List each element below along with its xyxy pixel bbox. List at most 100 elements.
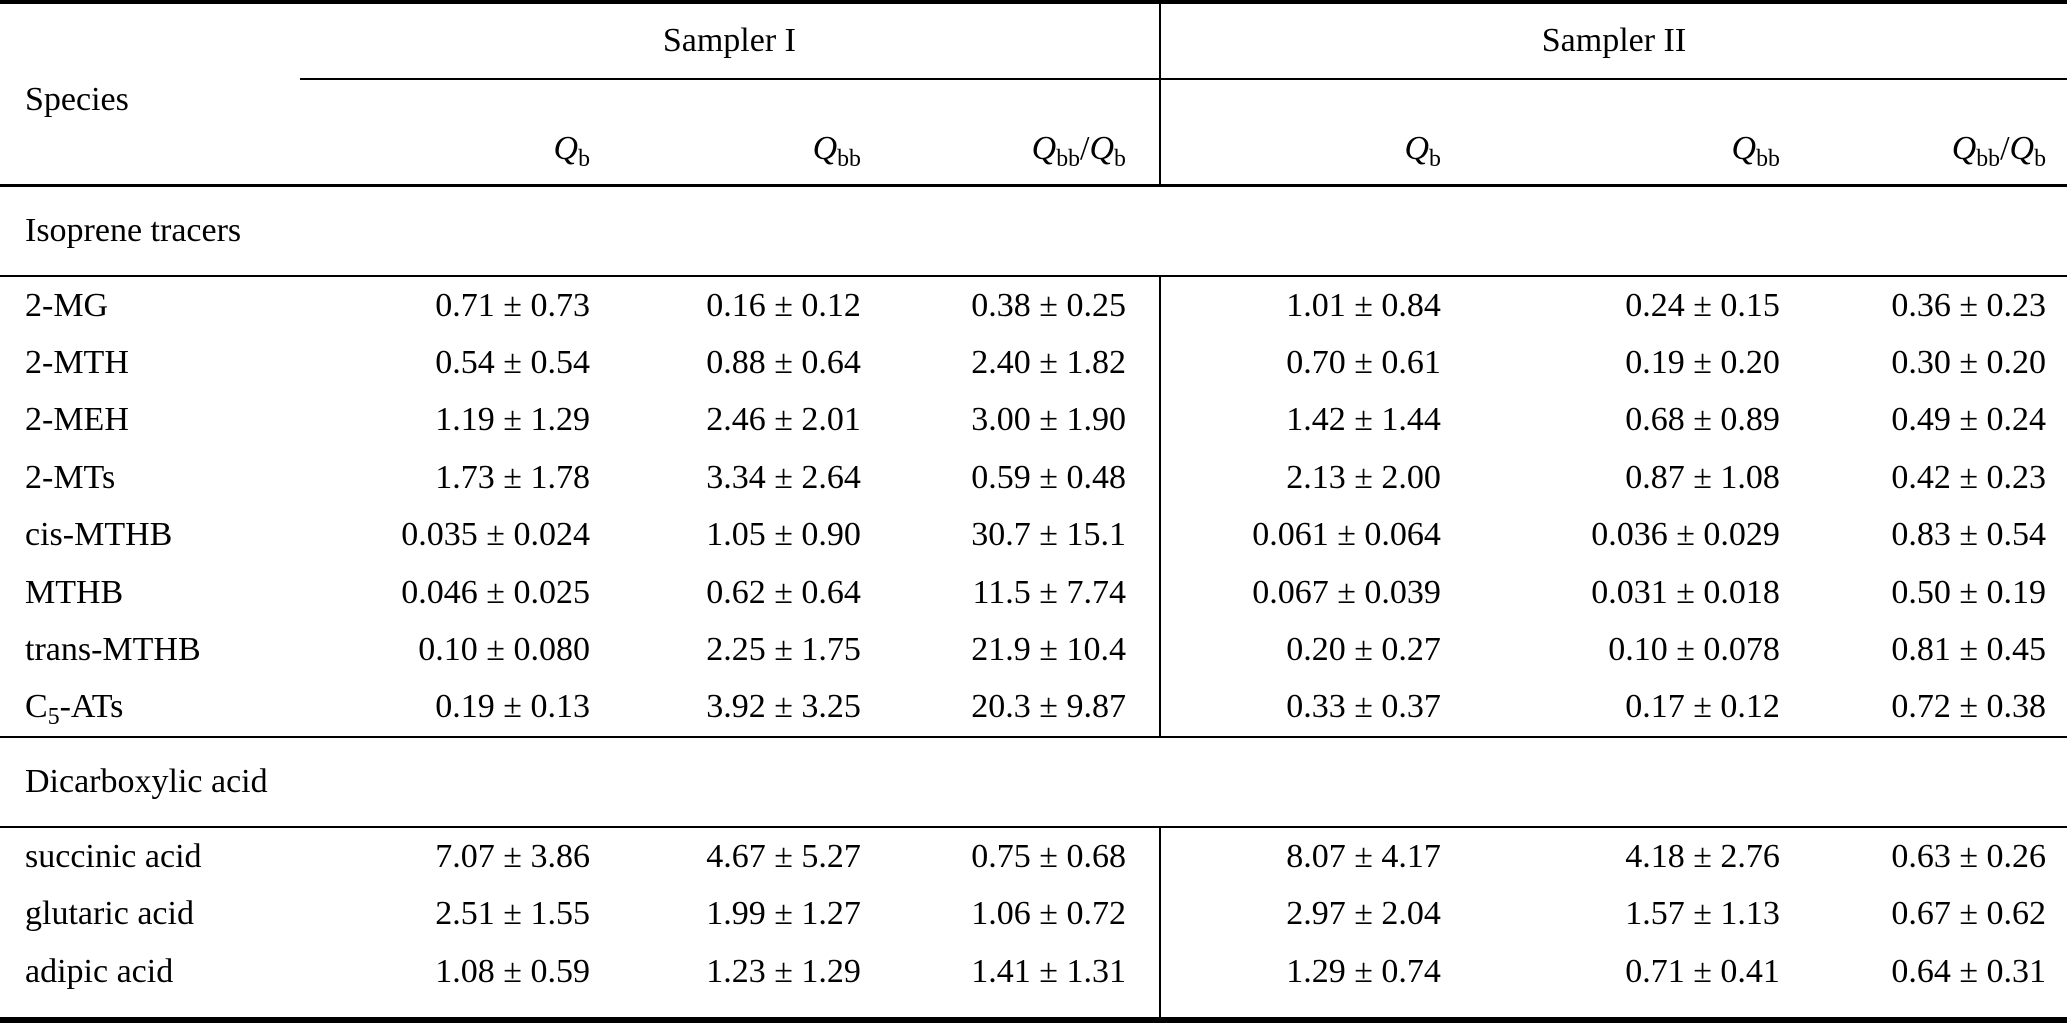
text-fragment: Q: [1731, 130, 1757, 167]
value-cell: 0.17 ± 0.12: [1625, 688, 1780, 726]
table-row: glutaric acid 2.51 ± 1.55 1.99 ± 1.27 1.06 …: [0, 885, 2067, 943]
column-header-qbb-qb-sampler2: Qbb/Qb: [1781, 79, 2067, 187]
value-cell: 1.29 ± 0.74: [1286, 952, 1441, 990]
species-cell: MTHB: [25, 573, 124, 611]
section-header-row: Isoprene tracers: [0, 185, 2067, 277]
column-group-sampler-2: Sampler II: [1159, 2, 2067, 80]
value-cell: 0.87 ± 1.08: [1625, 458, 1780, 496]
column-header-qbb-sampler2: Qbb: [1442, 79, 1782, 187]
value-cell: 0.83 ± 0.54: [1891, 516, 2046, 554]
text-fragment: C: [25, 688, 48, 726]
value-cell: 0.19 ± 0.20: [1625, 343, 1780, 381]
table-row: adipic acid 1.08 ± 0.59 1.23 ± 1.29 1.41 ± …: [0, 942, 2067, 1020]
value-cell: 0.54 ± 0.54: [435, 343, 590, 381]
value-cell: 0.10 ± 0.078: [1608, 630, 1780, 668]
value-cell: 2.51 ± 1.55: [435, 894, 590, 932]
value-cell: 0.10 ± 0.080: [418, 630, 590, 668]
value-cell: 3.00 ± 1.90: [862, 391, 1161, 450]
species-cell: C5-ATs: [0, 679, 300, 737]
value-cell: 0.30 ± 0.20: [1891, 343, 2046, 381]
column-header-qb-sampler2: Qb: [1159, 79, 1443, 187]
subscript-text: 5: [47, 704, 60, 731]
value-cell: 0.81 ± 0.45: [1891, 630, 2046, 668]
subheader-row: Qb Qbb Qbb/Qb Qb Qbb Qbb/Qb: [0, 79, 2067, 187]
section-title: Isoprene tracers: [0, 185, 2067, 277]
species-cell: 2-MTs: [25, 458, 116, 496]
table-row: 2-MG 0.71 ± 0.73 0.16 ± 0.12 0.38 ± 0.25 1.0…: [0, 275, 2067, 335]
text-fragment: /: [2000, 130, 2010, 167]
text-fragment: Q: [1951, 130, 1977, 167]
value-cell: 4.18 ± 2.76: [1625, 837, 1780, 875]
column-group-sampler-1: Sampler I: [299, 2, 1161, 80]
text-fragment: Q: [1404, 130, 1430, 167]
species-cell: succinic acid: [25, 837, 202, 875]
value-cell: 0.71 ± 0.41: [1625, 952, 1780, 990]
value-cell: 2.13 ± 2.00: [1286, 458, 1441, 496]
value-cell: 1.01 ± 0.84: [1286, 286, 1441, 324]
table-row: succinic acid 7.07 ± 3.86 4.67 ± 5.27 0.75 …: [0, 826, 2067, 886]
table-row: 2-MTs 1.73 ± 1.78 3.34 ± 2.64 0.59 ± 0.48 2.…: [0, 449, 2067, 507]
column-header-species: Species: [0, 2, 300, 187]
value-cell: 0.16 ± 0.12: [706, 286, 861, 324]
value-cell: 4.67 ± 5.27: [706, 837, 861, 875]
text-fragment: Q: [1089, 130, 1115, 167]
value-cell: 20.3 ± 9.87: [862, 678, 1161, 738]
text-fragment: Q: [2009, 130, 2035, 167]
value-cell: 0.031 ± 0.018: [1591, 573, 1780, 611]
value-cell: 0.75 ± 0.68: [862, 826, 1161, 886]
species-cell: cis-MTHB: [25, 516, 173, 554]
table-row: trans-MTHB 0.10 ± 0.080 2.25 ± 1.75 21.9 ± …: [0, 621, 2067, 679]
subscript-text: b: [1114, 145, 1126, 172]
value-cell: 0.50 ± 0.19: [1891, 573, 2046, 611]
value-cell: 1.23 ± 1.29: [706, 952, 861, 990]
section-title: Dicarboxylic acid: [0, 736, 2067, 828]
value-cell: 2.97 ± 2.04: [1286, 894, 1441, 932]
text-fragment: Q: [812, 130, 838, 167]
section-header-row: Dicarboxylic acid: [0, 736, 2067, 828]
value-cell: 0.38 ± 0.25: [862, 275, 1161, 335]
text-fragment: /: [1080, 130, 1090, 167]
value-cell: 1.99 ± 1.27: [706, 894, 861, 932]
value-cell: 0.71 ± 0.73: [435, 286, 590, 324]
table-row: cis-MTHB 0.035 ± 0.024 1.05 ± 0.90 30.7 ± 1…: [0, 506, 2067, 564]
species-cell: adipic acid: [25, 952, 174, 990]
value-cell: 1.41 ± 1.31: [862, 942, 1161, 1020]
value-cell: 0.63 ± 0.26: [1891, 837, 2046, 875]
subscript-text: bb: [1976, 145, 2001, 172]
value-cell: 0.20 ± 0.27: [1286, 630, 1441, 668]
value-cell: 8.07 ± 4.17: [1286, 837, 1441, 875]
value-cell: 11.5 ± 7.74: [862, 563, 1161, 622]
value-cell: 0.64 ± 0.31: [1891, 952, 2046, 990]
table-head: Species Sampler I Sampler II Qb Qbb Qbb/…: [0, 2, 2067, 187]
value-cell: 0.59 ± 0.48: [862, 449, 1161, 507]
value-cell: 0.046 ± 0.025: [401, 573, 590, 611]
table-row: C5-ATs 0.19 ± 0.13 3.92 ± 3.25 20.3 ± 9.87 0…: [0, 678, 2067, 738]
value-cell: 1.06 ± 0.72: [862, 885, 1161, 943]
value-cell: 1.57 ± 1.13: [1625, 894, 1780, 932]
species-cell: 2-MTH: [25, 343, 129, 381]
text-fragment: Q: [553, 130, 579, 167]
value-cell: 1.05 ± 0.90: [706, 516, 861, 554]
value-cell: 0.88 ± 0.64: [706, 343, 861, 381]
species-cell: glutaric acid: [25, 894, 194, 932]
column-header-qb-sampler1: Qb: [299, 79, 592, 187]
value-cell: 0.67 ± 0.62: [1891, 894, 2046, 932]
subscript-text: b: [578, 145, 590, 172]
text-fragment: -ATs: [59, 688, 124, 726]
subscript-text: bb: [1756, 145, 1780, 172]
subscript-text: bb: [837, 145, 861, 172]
value-cell: 1.19 ± 1.29: [435, 401, 590, 439]
table-body: Isoprene tracers 2-MG 0.71 ± 0.73 0.16 ± 0.…: [0, 185, 2067, 1020]
group-header-row: Species Sampler I Sampler II: [0, 2, 2067, 187]
table-row: 2-MTH 0.54 ± 0.54 0.88 ± 0.64 2.40 ± 1.82 0.…: [0, 334, 2067, 392]
value-cell: 2.46 ± 2.01: [706, 401, 861, 439]
value-cell: 2.25 ± 1.75: [706, 630, 861, 668]
value-cell: 3.92 ± 3.25: [706, 688, 861, 726]
value-cell: 3.34 ± 2.64: [706, 458, 861, 496]
value-cell: 0.33 ± 0.37: [1286, 688, 1441, 726]
subscript-text: bb: [1056, 145, 1081, 172]
value-cell: 0.70 ± 0.61: [1286, 343, 1441, 381]
column-header-qbb-sampler1: Qbb: [591, 79, 863, 187]
